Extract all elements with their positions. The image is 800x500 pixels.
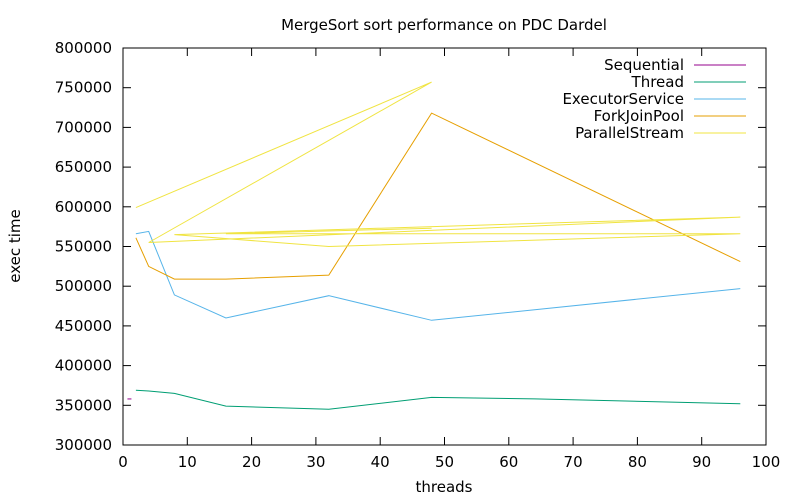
axis-layer: 0 10 20 30 40 50 60 70 80 90 100 300000 350000 400000… [55, 39, 781, 471]
x-tick-label: 20 [242, 453, 261, 471]
x-tick-label: 90 [692, 453, 711, 471]
legend: SequentialThreadExecutorServiceForkJoinP… [562, 56, 746, 142]
legend-label: ParallelStream [575, 124, 684, 142]
y-tick-label: 300000 [55, 436, 112, 454]
legend-label: Thread [631, 73, 684, 91]
series-forkjoinpool [135, 112, 741, 280]
x-tick-label: 60 [499, 453, 518, 471]
x-tick-label: 30 [306, 453, 325, 471]
x-tick-label: 10 [178, 453, 197, 471]
series-line [135, 112, 741, 280]
y-tick-label: 600000 [55, 198, 112, 216]
x-axis-label: threads [416, 478, 473, 496]
y-tick-label: 750000 [55, 79, 112, 97]
x-tick-label: 70 [564, 453, 583, 471]
x-tick-label: 0 [118, 453, 128, 471]
legend-label: Sequential [604, 56, 684, 74]
y-tick-label: 500000 [55, 277, 112, 295]
series-line [135, 389, 741, 410]
x-tick-label: 100 [752, 453, 781, 471]
y-tick-label: 800000 [55, 39, 112, 57]
legend-label: ExecutorService [562, 90, 684, 108]
y-tick-label: 400000 [55, 357, 112, 375]
series-line [135, 230, 741, 321]
series-layer [127, 81, 741, 410]
x-tick-label: 40 [371, 453, 390, 471]
y-tick-label: 550000 [55, 238, 112, 256]
y-tick-label: 350000 [55, 396, 112, 414]
y-tick-label: 700000 [55, 118, 112, 136]
chart-title: MergeSort sort performance on PDC Dardel [281, 16, 607, 34]
x-tick-label: 80 [628, 453, 647, 471]
series-thread [135, 389, 741, 410]
series-parallelstream [135, 81, 741, 248]
series-executorservice [135, 230, 741, 321]
legend-label: ForkJoinPool [594, 107, 684, 125]
y-axis-label: exec time [6, 209, 24, 283]
y-tick-label: 650000 [55, 158, 112, 176]
x-tick-label: 50 [435, 453, 454, 471]
series-line [135, 81, 741, 248]
y-tick-label: 450000 [55, 317, 112, 335]
